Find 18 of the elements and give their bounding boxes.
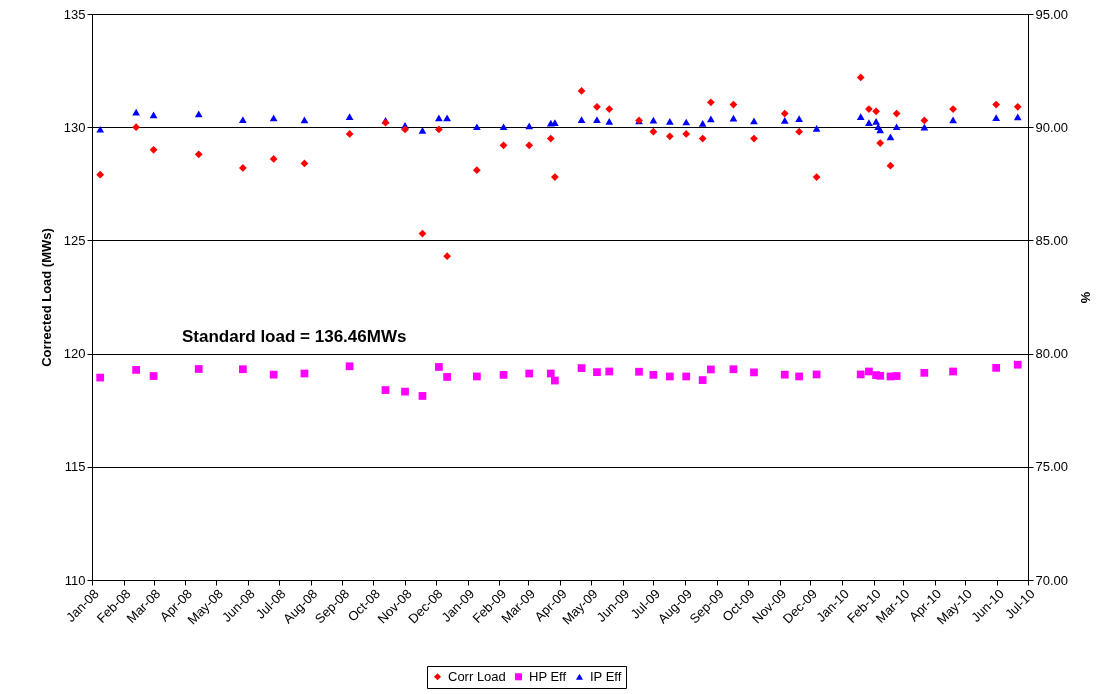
y2-tick-label: 95.00 (1035, 6, 1069, 22)
y-tick-label: 120 (63, 346, 86, 362)
y-tick-label: 115 (64, 459, 86, 475)
y2-tick-label: 85.00 (1035, 232, 1069, 248)
y-tick-label: 130 (63, 119, 86, 135)
y2-tick-label: 90.00 (1035, 119, 1069, 135)
y2-tick-label: 75.00 (1035, 459, 1069, 475)
y2-tick-label: 80.00 (1035, 346, 1069, 362)
y2-axis-title: % (1078, 291, 1094, 304)
legend-label: HP Eff (529, 668, 567, 684)
y-tick-label: 135 (63, 6, 86, 22)
y-axis-title: Corrected Load (MWs) (38, 228, 54, 367)
y-tick-label: 125 (63, 232, 86, 248)
y2-tick-label: 70.00 (1035, 572, 1069, 588)
y-tick-label: 110 (64, 572, 86, 588)
legend-label: Corr Load (448, 668, 506, 684)
legend-label: IP Eff (590, 668, 622, 684)
annotation: Standard load = 136.46MWs (182, 327, 407, 346)
